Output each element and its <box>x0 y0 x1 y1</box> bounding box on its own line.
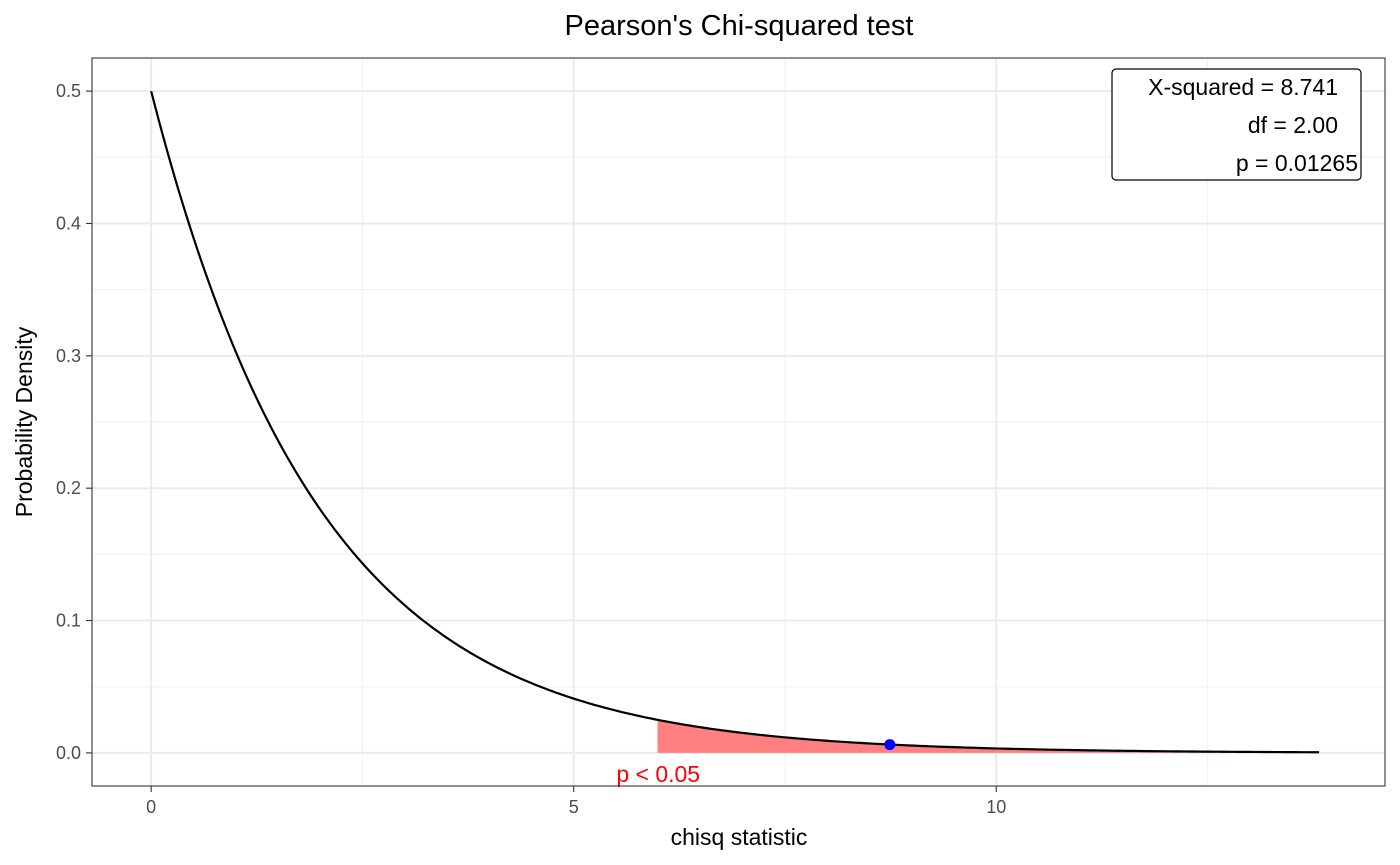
y-tick-label: 0.0 <box>56 743 81 763</box>
x-tick-label: 10 <box>986 797 1006 817</box>
x-tick-label: 0 <box>146 797 156 817</box>
y-axis-title: Probability Density <box>11 326 37 517</box>
stats-line-p-value: p = 0.01265 <box>1236 150 1358 176</box>
y-tick-label: 0.4 <box>56 213 81 233</box>
x-axis-title: chisq statistic <box>671 824 808 850</box>
stats-line-df: df = 2.00 <box>1248 112 1338 138</box>
rejection-region <box>657 719 1320 753</box>
y-tick-label: 0.3 <box>56 346 81 366</box>
x-tick-label: 5 <box>569 797 579 817</box>
chart-title: Pearson's Chi-squared test <box>565 10 914 42</box>
panel-border <box>91 57 1386 787</box>
y-tick-label: 0.2 <box>56 478 81 498</box>
stats-box-frame <box>1111 68 1362 181</box>
y-axis: 0.0 0.1 0.2 0.3 0.4 0.5 <box>56 81 92 763</box>
x-axis: 0 5 10 <box>146 786 1006 817</box>
y-tick-label: 0.1 <box>56 611 81 631</box>
p-value-annotation: p < 0.05 <box>616 761 700 787</box>
observed-statistic-point <box>884 739 896 751</box>
stats-box: X-squared = 8.741 df = 2.00 p = 0.01265 <box>1111 68 1362 181</box>
y-tick-label: 0.5 <box>56 81 81 101</box>
density-curve <box>150 90 1320 754</box>
stats-line-x-squared: X-squared = 8.741 <box>1148 74 1338 100</box>
